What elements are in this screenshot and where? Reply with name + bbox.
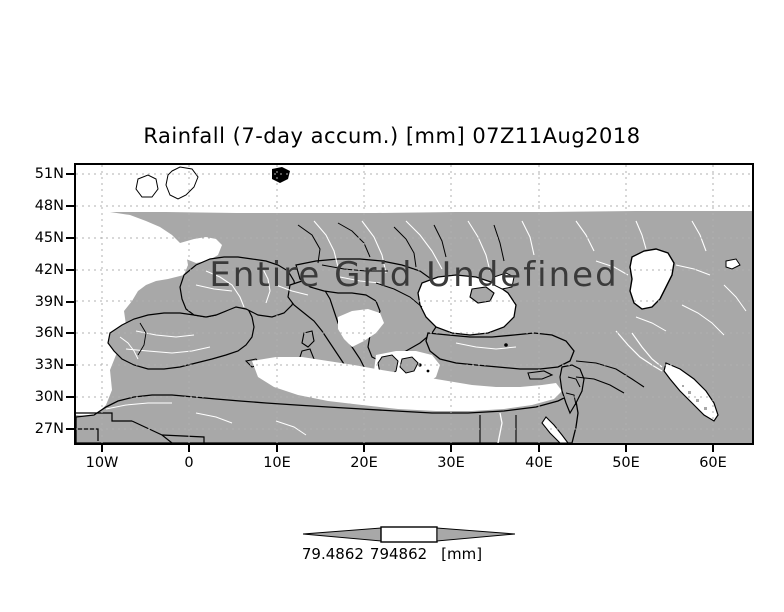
x-tick-mark [188,445,190,452]
y-tick-label-51n: 51N [34,166,64,182]
colorbar-value-low: 79.4862 [301,545,364,563]
y-axis: 51N 48N 45N 42N 39N 36N 33N 30N 27N [0,163,74,445]
x-tick-label-10w: 10W [85,455,119,471]
y-tick-label-45n: 45N [34,230,64,246]
colorbar-labels: 79.4862 794862 [mm] [0,545,784,563]
colorbar-value-high: 794862 [369,545,428,563]
x-tick-mark [101,445,103,452]
y-tick-label-30n: 30N [34,389,64,405]
y-tick-label-42n: 42N [34,262,64,278]
y-tick-label-27n: 27N [34,421,64,437]
colorbar-units: [mm] [441,545,483,563]
y-tick-mark [66,173,74,175]
x-tick-label-50e: 50E [612,455,640,471]
colorbar-low-arrow [303,527,382,542]
x-tick-label-60e: 60E [699,455,727,471]
coastline-map [76,165,752,443]
map-plot-area[interactable] [74,163,754,445]
x-tick-mark [276,445,278,452]
x-tick-label-40e: 40E [525,455,553,471]
x-axis: 10W 0 10E 20E 30E 40E 50E 60E [74,445,754,485]
y-tick-mark [66,237,74,239]
x-tick-mark [538,445,540,452]
x-tick-label-30e: 30E [437,455,465,471]
y-tick-label-48n: 48N [34,198,64,214]
y-tick-mark [66,396,74,398]
x-tick-label-20e: 20E [350,455,378,471]
x-tick-label-10e: 10E [263,455,291,471]
y-tick-label-36n: 36N [34,325,64,341]
colorbar[interactable] [303,521,515,547]
y-tick-mark [66,301,74,303]
y-tick-mark [66,269,74,271]
y-tick-label-39n: 39N [34,294,64,310]
y-tick-label-33n: 33N [34,357,64,373]
colorbar-center-box [380,526,438,543]
x-tick-mark [712,445,714,452]
x-tick-label-0: 0 [184,455,194,471]
x-tick-mark [450,445,452,452]
y-tick-mark [66,332,74,334]
x-tick-mark [625,445,627,452]
y-tick-mark [66,364,74,366]
map-canvas [76,165,752,443]
y-tick-mark [66,205,74,207]
colorbar-high-arrow [436,527,515,542]
x-tick-mark [363,445,365,452]
y-tick-mark [66,428,74,430]
page-title: Rainfall (7-day accum.) [mm] 07Z11Aug201… [143,124,641,148]
